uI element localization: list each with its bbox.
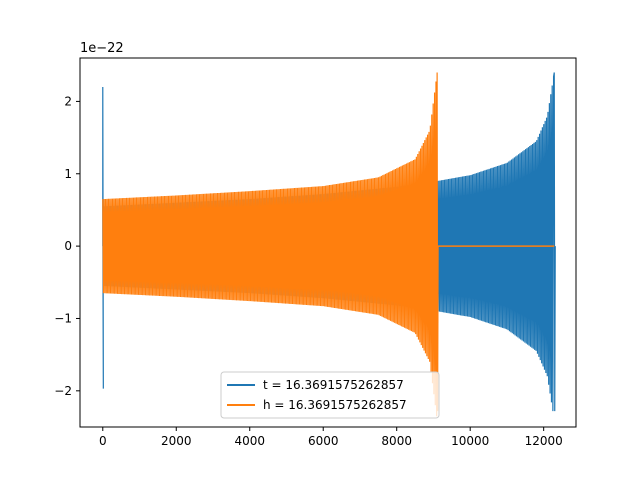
y-tick-label: 1 [64,167,72,181]
axes-frame [79,57,577,428]
x-tick-label: 12000 [525,434,563,448]
y-tick-label: −1 [54,311,72,325]
y-tick-label: −2 [54,384,72,398]
legend-label: h = 16.3691575262857 [263,398,407,412]
x-tick-label: 0 [99,434,107,448]
legend-label: t = 16.3691575262857 [263,378,404,392]
legend: t = 16.3691575262857 h = 16.3691575262857 [220,371,440,419]
axes: 0 2000 4000 6000 8000 10000 12000 −2 −1 0 1 2 [54,57,577,448]
x-tick-label: 10000 [451,434,489,448]
y-tick-label: 0 [64,239,72,253]
y-tick-label: 2 [64,94,72,108]
x-tick-label: 6000 [308,434,339,448]
series-1-group [102,72,555,417]
x-tick-label: 2000 [161,434,192,448]
x-tick-label: 8000 [381,434,412,448]
plot-area [102,72,556,417]
series-1-line [102,72,439,417]
y-axis-offset-label: 1e−22 [80,41,124,56]
legend-box [220,371,440,419]
x-tick-label: 4000 [234,434,265,448]
